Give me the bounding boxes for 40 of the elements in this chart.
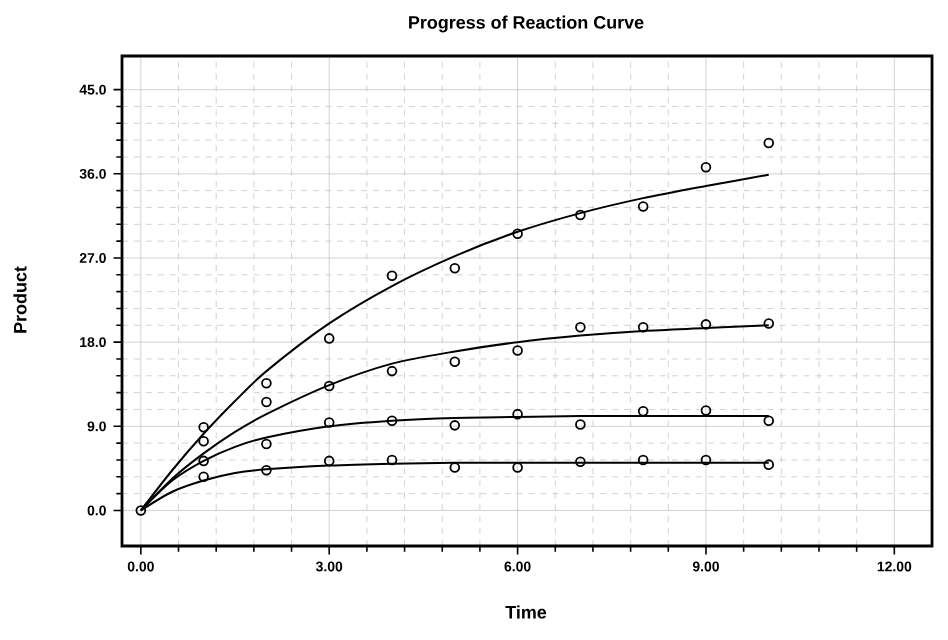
point xyxy=(512,228,523,239)
point xyxy=(261,378,272,389)
point xyxy=(575,456,586,468)
point xyxy=(449,462,461,473)
point xyxy=(637,201,649,212)
point xyxy=(386,365,398,377)
point xyxy=(386,454,398,466)
chart-title: Progress of Reaction Curve xyxy=(409,15,644,33)
point xyxy=(261,464,272,476)
point xyxy=(198,435,209,447)
point xyxy=(700,405,712,416)
point xyxy=(575,321,586,333)
point xyxy=(637,454,649,466)
point xyxy=(198,471,209,483)
point xyxy=(512,345,523,356)
point xyxy=(512,462,523,473)
point xyxy=(323,455,335,467)
point xyxy=(637,321,649,333)
point xyxy=(261,438,272,450)
point xyxy=(386,415,398,426)
point xyxy=(700,161,712,173)
x-axis-title: Time xyxy=(505,605,547,619)
point xyxy=(449,262,461,274)
point xyxy=(323,380,335,392)
point xyxy=(575,419,586,430)
point xyxy=(700,454,712,466)
y-axis-title: Product xyxy=(13,266,27,333)
point xyxy=(763,415,775,426)
point xyxy=(386,270,398,282)
point xyxy=(763,137,775,149)
point xyxy=(323,417,335,428)
point xyxy=(323,333,335,344)
point xyxy=(198,421,209,433)
point xyxy=(700,319,712,330)
point xyxy=(449,356,461,368)
point xyxy=(449,420,461,431)
point xyxy=(575,209,586,221)
point xyxy=(512,408,523,420)
point xyxy=(261,396,272,408)
point xyxy=(198,455,209,467)
